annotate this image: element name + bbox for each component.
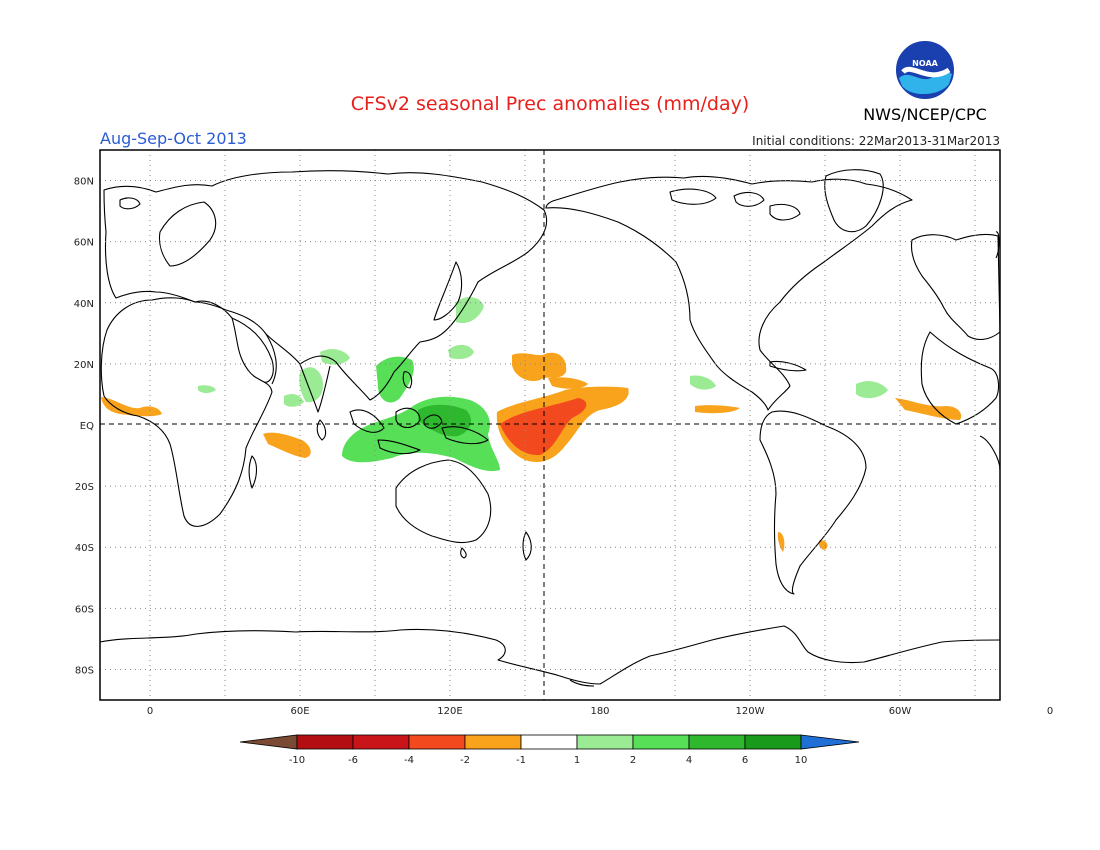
lon-label: 0 [147, 706, 153, 717]
legend-swatch [688, 734, 746, 750]
legend-swatch [744, 734, 802, 750]
lat-label: 40N [74, 299, 94, 310]
anomaly-s-america-dry [777, 532, 785, 552]
legend-label: 1 [574, 755, 580, 766]
anomaly-eq-atl-wet [690, 375, 716, 390]
coastlines [99, 169, 1001, 687]
anomaly-mid-atlantic-wet [856, 381, 888, 399]
coast-north-america [545, 175, 913, 411]
longitude-labels: 0 60E 120E 180 120W 60W 0 [147, 706, 1053, 717]
lon-label: 120W [736, 706, 765, 717]
anomaly-subtropical-dry [548, 377, 588, 389]
initial-conditions: Initial conditions: 22Mar2013-31Mar2013 [752, 134, 1000, 148]
legend-swatch [464, 734, 522, 750]
legend-label: -2 [460, 755, 470, 766]
svg-text:NOAA: NOAA [912, 59, 938, 68]
season-label: Aug-Sep-Oct 2013 [100, 129, 247, 148]
lon-label: 0 [1047, 706, 1053, 717]
legend-swatch [632, 734, 690, 750]
anomaly-e-pacific-dry [695, 405, 740, 414]
legend-label: 6 [742, 755, 748, 766]
noaa-logo: NOAA [894, 39, 956, 101]
agency-label: NWS/NCEP/CPC [863, 105, 987, 124]
anomaly-bay-bengal-wet [299, 367, 324, 403]
map-panel: 80N 60N 40N 20N EQ 20S 40S 60S 80S 0 60E 120E 180 12… [74, 149, 1053, 717]
lat-label: 80N [74, 177, 94, 188]
legend-swatch [352, 734, 410, 750]
anomaly-japan-wet [456, 297, 484, 324]
color-legend: -10 -6 -4 -2 -1 1 2 4 6 10 [239, 734, 860, 766]
lat-label: 20N [74, 360, 94, 371]
anomaly-africa-wet [198, 385, 216, 393]
coast-antarctica [99, 625, 1001, 685]
anomaly-phil-sea-wet [448, 344, 474, 360]
legend-swatch [576, 734, 634, 750]
legend-label: 2 [630, 755, 636, 766]
anomaly-central-pacific-core [500, 398, 587, 456]
coast-eurasia [103, 170, 548, 401]
legend-swatch [408, 734, 466, 750]
legend-label: 10 [795, 755, 808, 766]
legend-label: -10 [289, 755, 305, 766]
coast-australia [395, 459, 492, 544]
anomaly-n-pacific-dry [512, 352, 567, 382]
lon-label: 60E [290, 706, 309, 717]
anomaly-seasia-wet [376, 356, 414, 403]
anomaly-ind-ocean-wet [320, 349, 350, 365]
anomaly-arabian-wet [284, 394, 304, 407]
legend-label: -4 [404, 755, 414, 766]
legend-swatch [520, 734, 578, 750]
coast-south-america [759, 410, 867, 595]
lat-label: 60S [75, 604, 94, 615]
legend-swatch [296, 734, 354, 750]
legend-label: -1 [516, 755, 526, 766]
legend-arrow-high [800, 734, 860, 750]
latitude-labels: 80N 60N 40N 20N EQ 20S 40S 60S 80S [74, 177, 94, 677]
graticule [100, 150, 1000, 700]
lat-label: EQ [80, 421, 94, 432]
lon-label: 120E [437, 706, 462, 717]
lat-label: 60N [74, 238, 94, 249]
legend-label: -6 [348, 755, 358, 766]
legend-arrow-low [239, 734, 298, 750]
anomaly-w-africa-dry [101, 397, 162, 417]
lat-label: 40S [75, 543, 94, 554]
anomaly-s-atlantic-dry [263, 432, 311, 458]
anomaly-atlantic-dry [895, 398, 962, 420]
lat-label: 80S [75, 665, 94, 676]
lon-label: 60W [889, 706, 912, 717]
lat-label: 20S [75, 482, 94, 493]
lon-label: 180 [590, 706, 609, 717]
map-title: CFSv2 seasonal Prec anomalies (mm/day) [351, 93, 750, 115]
legend-label: 4 [686, 755, 692, 766]
